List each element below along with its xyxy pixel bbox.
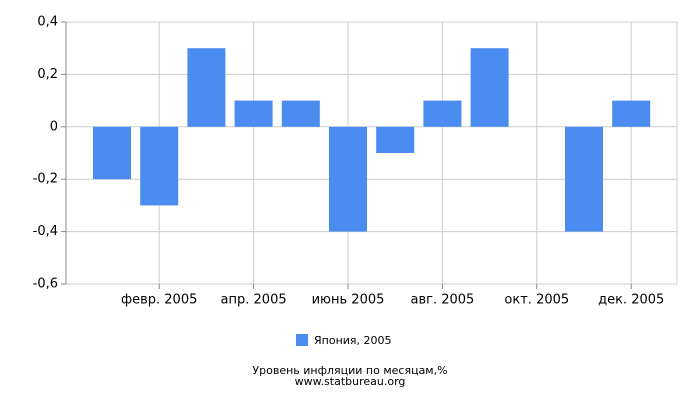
- y-tick-label: 0,4: [37, 15, 58, 30]
- bar: [423, 100, 462, 127]
- y-tick-label: 0,2: [37, 67, 58, 82]
- bar: [329, 126, 367, 232]
- x-tick-label: окт. 2005: [504, 293, 569, 308]
- x-tick-label: июнь 2005: [312, 293, 385, 308]
- bar: [187, 48, 226, 127]
- bar: [234, 100, 273, 127]
- y-tick-label: -0,2: [33, 172, 58, 187]
- x-tick-label: дек. 2005: [598, 293, 664, 308]
- bar: [140, 126, 179, 206]
- y-tick-label: 0: [50, 119, 58, 134]
- y-tick-label: -0,6: [33, 277, 58, 292]
- x-tick-label: апр. 2005: [221, 293, 287, 308]
- bar: [281, 100, 320, 127]
- footer: Уровень инфляции по месяцам,%: [252, 364, 447, 377]
- x-tick-label: авг. 2005: [410, 293, 474, 308]
- bar: [470, 48, 509, 127]
- footer: www.statbureau.org: [295, 375, 406, 388]
- bar: [93, 126, 131, 180]
- legend-swatch: [296, 334, 308, 346]
- legend-label: Япония, 2005: [314, 334, 392, 347]
- bar: [565, 126, 603, 232]
- x-tick-label: февр. 2005: [121, 293, 197, 308]
- y-tick-label: -0,4: [33, 224, 58, 239]
- bar: [612, 100, 651, 127]
- bar: [376, 126, 415, 153]
